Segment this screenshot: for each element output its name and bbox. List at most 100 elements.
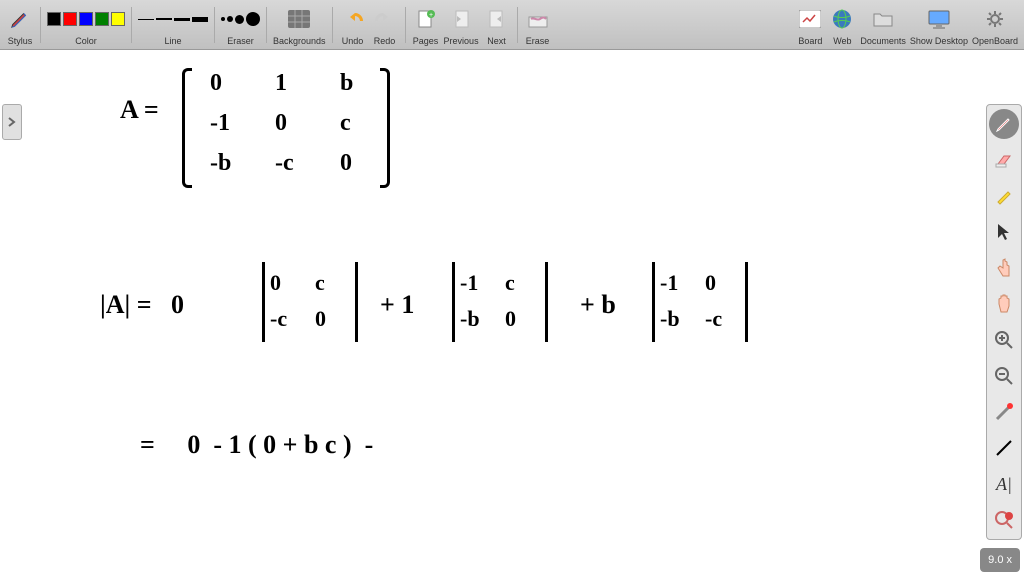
next-group: Next <box>483 3 511 46</box>
separator <box>214 7 215 43</box>
marker-tool-button[interactable] <box>989 181 1019 211</box>
color-swatch[interactable] <box>111 12 125 26</box>
canvas[interactable]: A = 01b-10c-b-c0 |A| = 0 0c-c0 + 1 -1c-b… <box>0 50 1024 576</box>
det-cell: -c <box>705 306 722 332</box>
stylus-group: Stylus <box>6 3 34 46</box>
det-cell: c <box>315 270 325 296</box>
folder-icon <box>872 10 894 28</box>
eraser-size-swatch[interactable] <box>227 16 233 22</box>
previous-button[interactable] <box>447 5 475 33</box>
color-swatch[interactable] <box>79 12 93 26</box>
documents-button[interactable] <box>869 5 897 33</box>
left-panel-tab[interactable] <box>2 104 22 140</box>
board-icon <box>799 10 821 28</box>
separator <box>405 7 406 43</box>
zoom-out-button[interactable] <box>989 361 1019 391</box>
openboard-label: OpenBoard <box>972 36 1018 46</box>
line-group: Line <box>138 3 208 46</box>
matrix-cell: -b <box>210 150 231 177</box>
zoom-in-button[interactable] <box>989 325 1019 355</box>
board-label: Board <box>798 36 822 46</box>
stylus-button[interactable] <box>6 5 34 33</box>
next-label: Next <box>487 36 506 46</box>
previous-label: Previous <box>444 36 479 46</box>
erase-icon <box>527 9 549 29</box>
color-group: Color <box>47 3 125 46</box>
new-page-icon: + <box>416 9 436 29</box>
matrix-cell: b <box>340 70 353 97</box>
eraser-tool-button[interactable] <box>989 145 1019 175</box>
marker-icon <box>994 186 1014 206</box>
main-toolbar: Stylus Color Line Eraser Backgrounds Und… <box>0 0 1024 50</box>
matrix-cell: 0 <box>275 110 287 137</box>
erase-button[interactable] <box>524 5 552 33</box>
hw-plus1: + 1 <box>380 290 414 320</box>
line-width-swatch[interactable] <box>138 19 154 20</box>
eraser-size-swatch[interactable] <box>221 17 225 21</box>
undo-label: Undo <box>342 36 364 46</box>
color-swatch[interactable] <box>63 12 77 26</box>
text-icon: A| <box>996 474 1012 495</box>
svg-text:+: + <box>429 12 433 19</box>
openboard-button[interactable] <box>981 5 1009 33</box>
pointer-tool-button[interactable] <box>989 253 1019 283</box>
laser-tool-button[interactable] <box>989 397 1019 427</box>
det-cell: -c <box>270 306 287 332</box>
separator <box>40 7 41 43</box>
right-toolbar: A| <box>986 104 1022 540</box>
undo-group: Undo <box>339 3 367 46</box>
separator <box>332 7 333 43</box>
web-button[interactable] <box>828 5 856 33</box>
left-bracket <box>182 68 192 188</box>
eraser-icon <box>994 152 1014 168</box>
erase-label: Erase <box>526 36 550 46</box>
color-swatch[interactable] <box>95 12 109 26</box>
line-width-swatch[interactable] <box>174 18 190 21</box>
det-cell: -b <box>460 306 480 332</box>
det-cell: 0 <box>705 270 716 296</box>
redo-button[interactable] <box>371 5 399 33</box>
pages-button[interactable]: + <box>412 5 440 33</box>
backgrounds-group: Backgrounds <box>273 3 326 46</box>
capture-icon <box>994 510 1014 530</box>
board-button[interactable] <box>796 5 824 33</box>
matrix-cell: -c <box>275 150 294 177</box>
next-button[interactable] <box>483 5 511 33</box>
matrix-cell: 1 <box>275 70 287 97</box>
erase-group: Erase <box>524 3 552 46</box>
pen-tool-button[interactable] <box>989 109 1019 139</box>
line-label: Line <box>164 36 181 46</box>
selector-tool-button[interactable] <box>989 217 1019 247</box>
web-label: Web <box>833 36 851 46</box>
det-cell: -1 <box>460 270 478 296</box>
grid-icon <box>288 10 310 28</box>
pen-icon <box>994 114 1014 134</box>
det-cell: -1 <box>660 270 678 296</box>
pages-group: + Pages <box>412 3 440 46</box>
separator <box>131 7 132 43</box>
eraser-size-swatch[interactable] <box>235 15 244 24</box>
backgrounds-label: Backgrounds <box>273 36 326 46</box>
capture-tool-button[interactable] <box>989 505 1019 535</box>
cursor-icon <box>996 222 1012 242</box>
hw-plus2: + b <box>580 290 616 320</box>
desktop-icon <box>927 9 951 29</box>
text-tool-button[interactable]: A| <box>989 469 1019 499</box>
globe-icon <box>831 8 853 30</box>
matrix-cell: c <box>340 110 351 137</box>
hand-tool-button[interactable] <box>989 289 1019 319</box>
eraser-size-swatch[interactable] <box>246 12 260 26</box>
chevron-right-icon <box>7 117 17 127</box>
show-desktop-button[interactable] <box>925 5 953 33</box>
hw-eq-a: A = <box>120 95 159 125</box>
line-width-swatch[interactable] <box>156 18 172 20</box>
stylus-icon <box>9 8 31 30</box>
line-width-swatch[interactable] <box>192 17 208 22</box>
separator <box>517 7 518 43</box>
backgrounds-button[interactable] <box>285 5 313 33</box>
color-swatch[interactable] <box>47 12 61 26</box>
hw-det-a: |A| = 0 <box>100 290 184 320</box>
line-tool-button[interactable] <box>989 433 1019 463</box>
show-desktop-group: Show Desktop <box>910 3 968 46</box>
undo-button[interactable] <box>339 5 367 33</box>
